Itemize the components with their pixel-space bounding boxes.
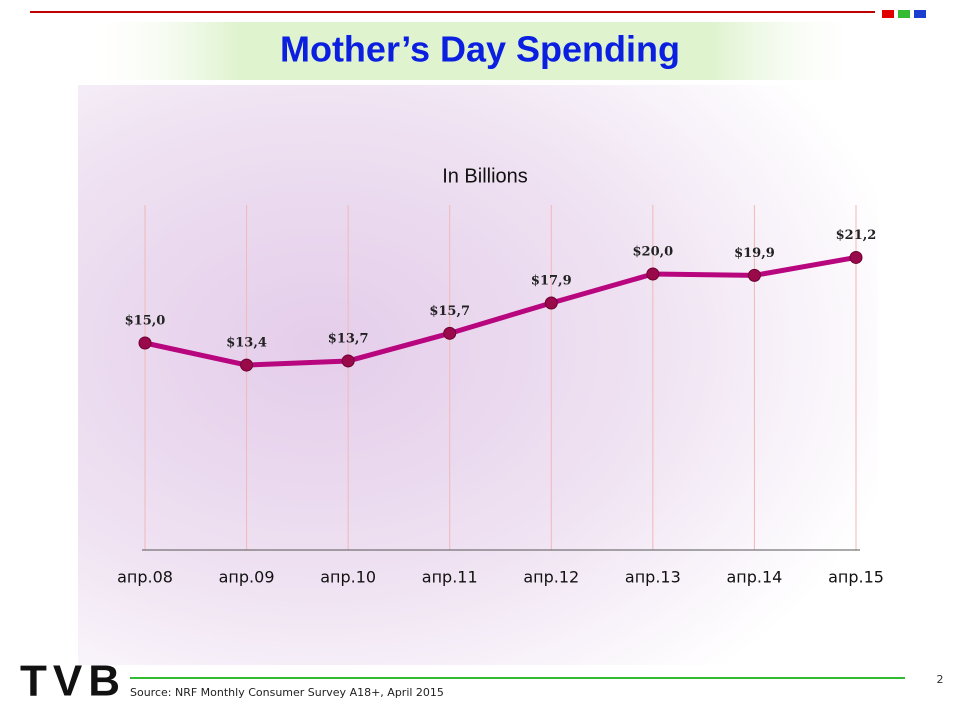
- data-point: [646, 267, 660, 281]
- x-tick-label: апр.13: [625, 568, 681, 587]
- logo: TVB: [20, 657, 120, 706]
- data-label: $19,9: [734, 246, 775, 261]
- x-tick-label: апр.08: [117, 568, 173, 587]
- data-point: [138, 336, 152, 350]
- data-point: [747, 268, 761, 282]
- data-label: $15,0: [125, 314, 166, 329]
- x-tick-label: апр.09: [219, 568, 275, 587]
- x-tick-label: апр.15: [828, 568, 884, 587]
- square-red: [882, 10, 894, 18]
- data-label: $13,7: [328, 331, 369, 346]
- x-tick-label: апр.11: [422, 568, 478, 587]
- data-label: $17,9: [531, 273, 572, 288]
- data-point: [341, 354, 355, 368]
- data-label: $13,4: [226, 336, 267, 351]
- source-note: Source: NRF Monthly Consumer Survey A18+…: [130, 686, 444, 699]
- square-blue: [914, 10, 926, 18]
- title-banner: [80, 22, 870, 80]
- data-point: [240, 358, 254, 372]
- data-label: $21,2: [836, 228, 877, 243]
- x-tick-label: апр.14: [726, 568, 782, 587]
- photo-backdrop: [78, 85, 878, 665]
- chart-title: In Billions: [442, 165, 528, 187]
- data-label: $20,0: [632, 245, 673, 260]
- square-green: [898, 10, 910, 18]
- data-point: [544, 296, 558, 310]
- page-number: 2: [937, 673, 944, 686]
- x-tick-label: апр.10: [320, 568, 376, 587]
- data-point: [849, 250, 863, 264]
- data-label: $15,7: [429, 304, 470, 319]
- data-line: [144, 254, 857, 368]
- x-tick-label: апр.12: [523, 568, 579, 587]
- data-point: [443, 326, 457, 340]
- slide-title: Mother’s Day Spending: [280, 29, 680, 70]
- plot: апр.08 апр.09 апр.10 апр.11 апр.12 апр.13 апр.…: [117, 205, 884, 587]
